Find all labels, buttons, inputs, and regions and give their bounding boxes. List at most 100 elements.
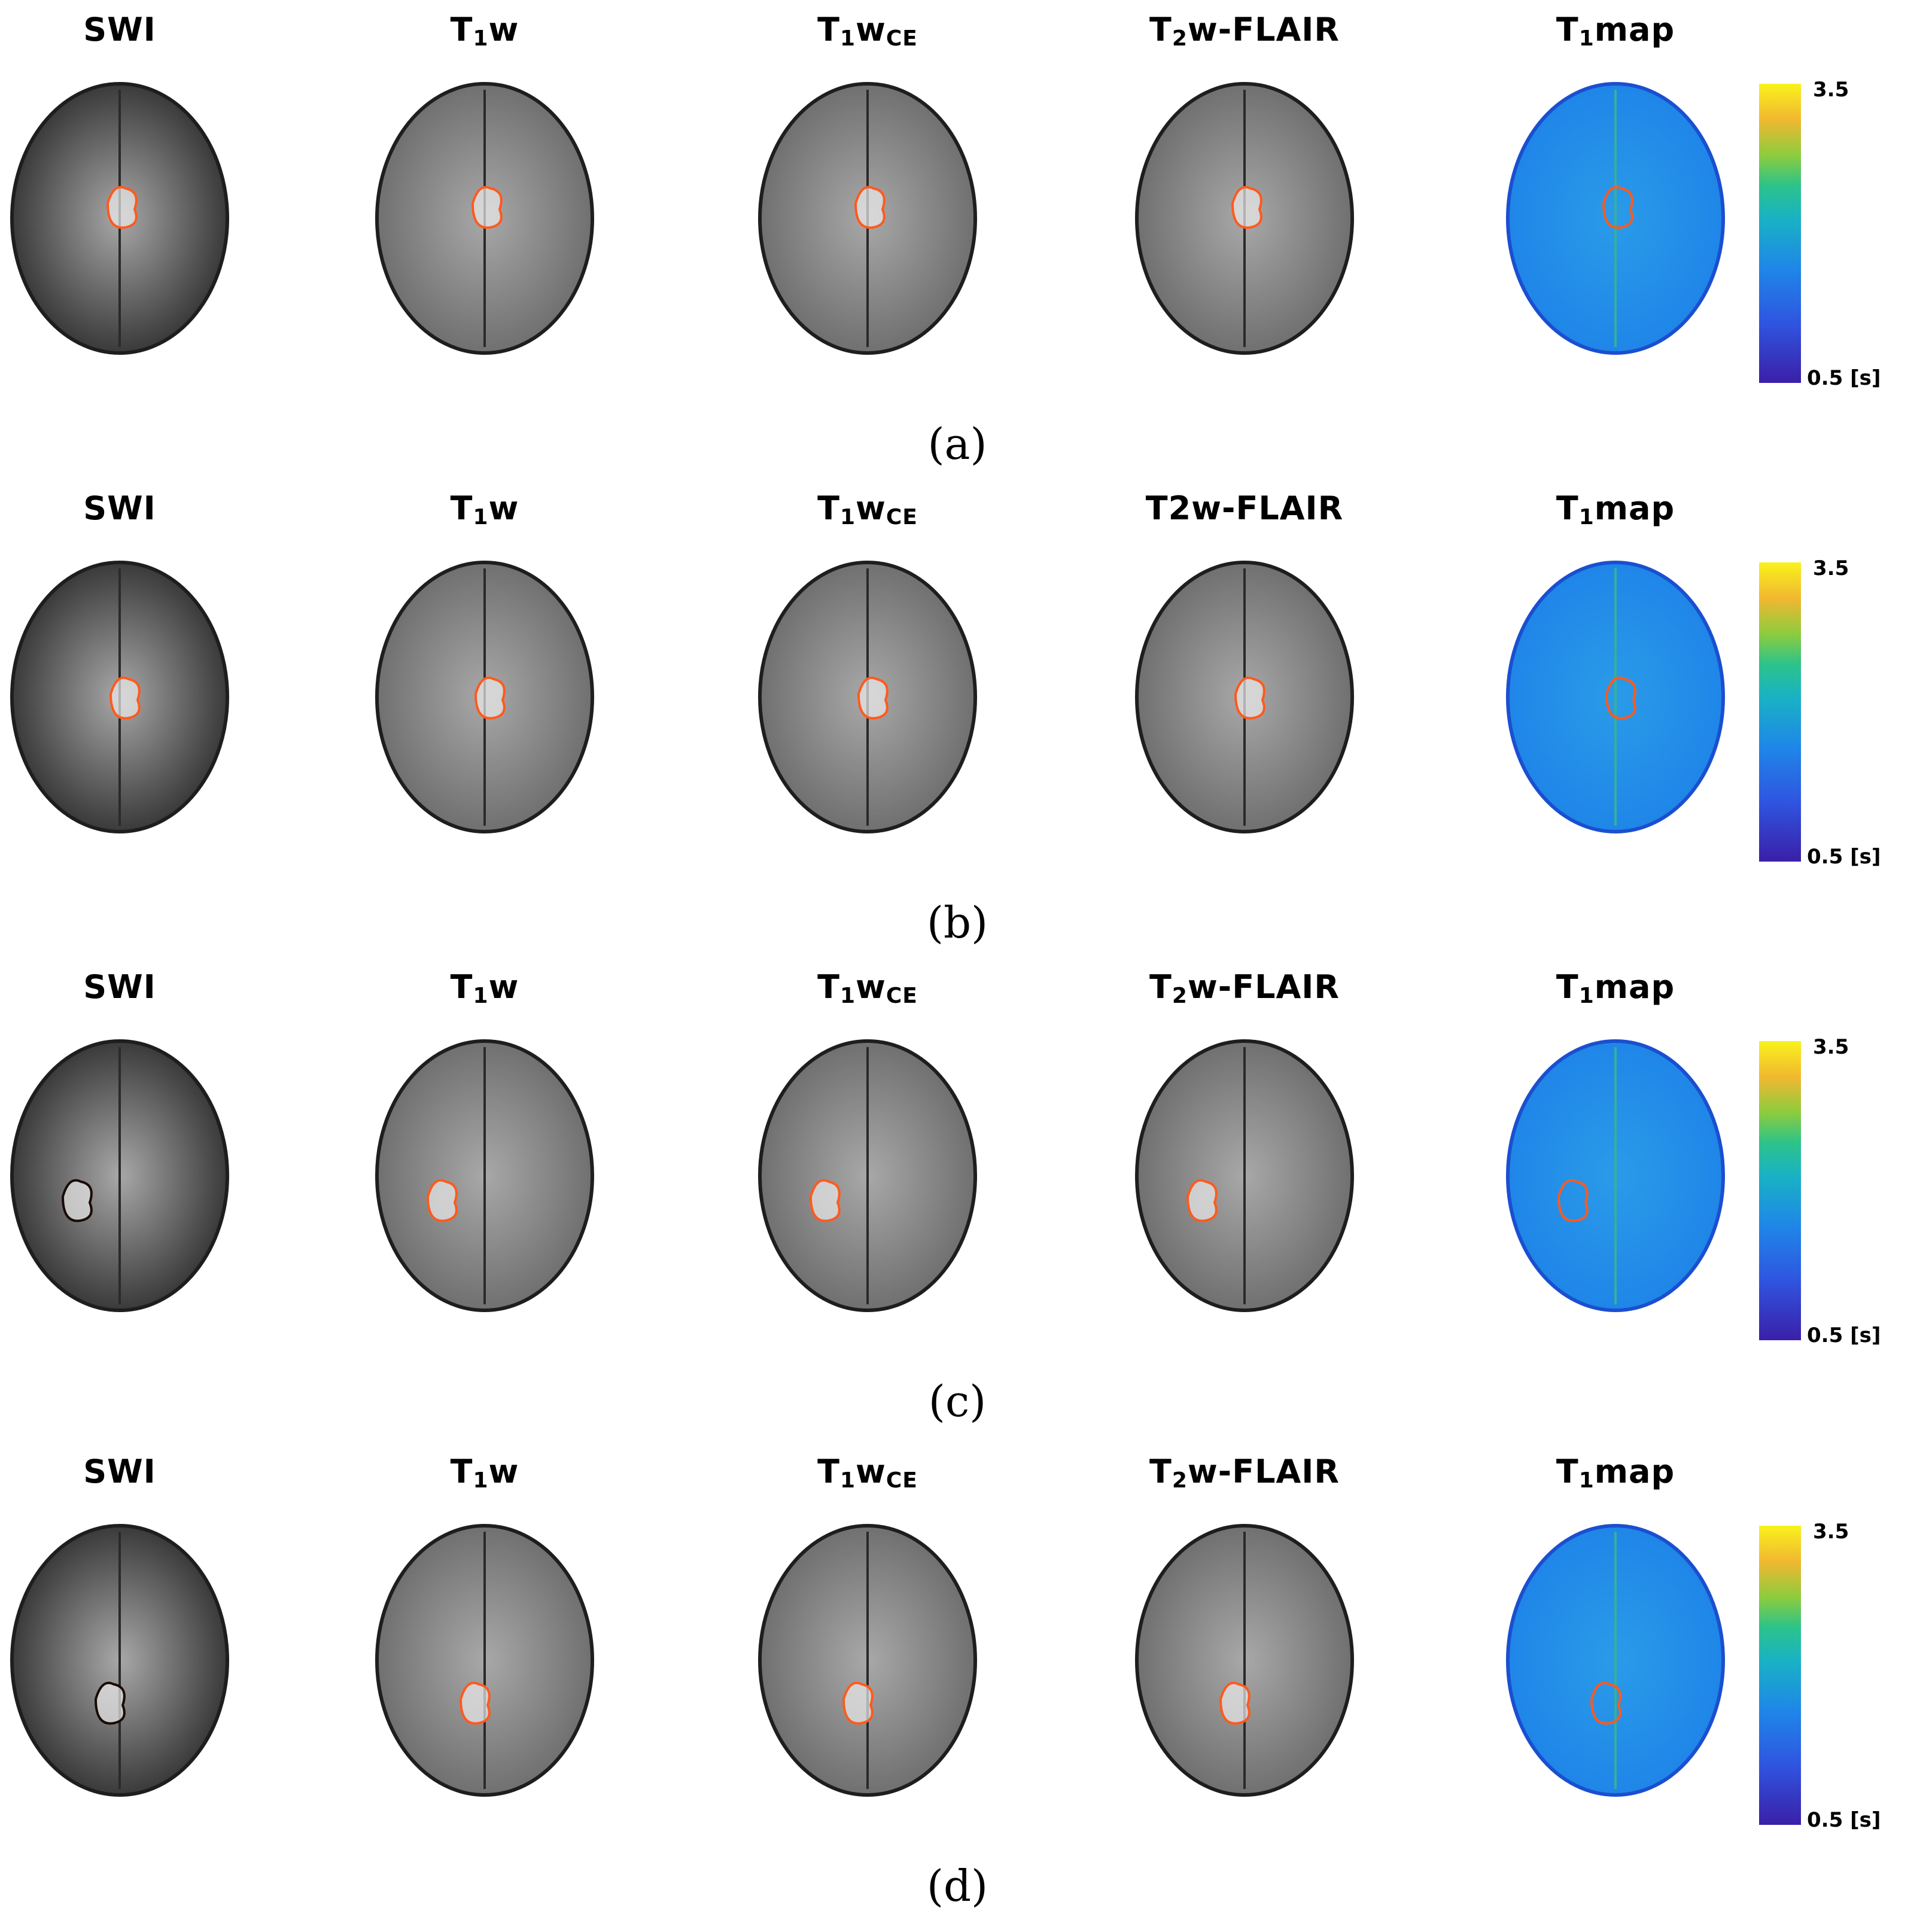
colorbar-max-label: 3.5 xyxy=(1813,1520,1849,1544)
t1-map-image xyxy=(1506,1039,1725,1312)
title-subscript-ce: CE xyxy=(886,505,918,530)
title-main: T xyxy=(1556,968,1579,1006)
title-subscript: 1 xyxy=(1578,26,1595,51)
title-main: T xyxy=(1149,1453,1172,1490)
image-panel: T1map 3.5 0.5 [s] xyxy=(1496,957,1881,1430)
title-subscript: 1 xyxy=(473,984,489,1008)
image-panel: T1w xyxy=(365,0,724,473)
title-subscript: 1 xyxy=(839,505,856,530)
mri-slice-image xyxy=(758,561,977,833)
lesion-contour xyxy=(809,1179,841,1222)
lesion-contour xyxy=(1602,185,1633,229)
colorbar-max-label: 3.5 xyxy=(1813,1035,1849,1059)
figure-row: SWI T1w T1wCE T2w-FLAIR T1map 3.5 0.5 [s] (d) xyxy=(0,1442,1932,1915)
sequence-title: T1w xyxy=(365,489,604,530)
title-main: T xyxy=(1556,1453,1579,1490)
title-main: T xyxy=(817,1453,840,1490)
lesion-contour xyxy=(426,1179,458,1222)
image-panel: T1wCE xyxy=(748,479,1107,951)
title-tail: w-FLAIR xyxy=(1187,11,1340,48)
title-main: T xyxy=(817,11,840,48)
t1-map-image xyxy=(1506,1524,1725,1797)
mri-slice-image xyxy=(375,1039,594,1312)
title-subscript: 2 xyxy=(1172,26,1188,51)
sequence-title: T2w-FLAIR xyxy=(1125,489,1364,527)
sequence-title: SWI xyxy=(0,489,239,527)
title-tail: w xyxy=(488,11,519,48)
title-main: T xyxy=(450,489,473,527)
sequence-title: T1map xyxy=(1496,968,1735,1008)
title-subscript: 1 xyxy=(839,984,856,1008)
title-tail: map xyxy=(1594,11,1675,48)
panel-label: (d) xyxy=(926,1861,988,1911)
title-tail: w xyxy=(856,1453,886,1490)
image-panel: T1w xyxy=(365,957,724,1430)
sequence-title: SWI xyxy=(0,968,239,1006)
panel-label: (c) xyxy=(928,1376,987,1426)
colorbar-min-label: 0.5 [s] xyxy=(1807,366,1881,390)
lesion-contour xyxy=(1590,1681,1621,1725)
sequence-title: SWI xyxy=(0,11,239,48)
lesion-contour xyxy=(1557,1179,1589,1222)
title-main: T xyxy=(450,1453,473,1490)
title-subscript: 1 xyxy=(473,505,489,530)
title-subscript: 1 xyxy=(839,26,856,51)
sequence-title: T2w-FLAIR xyxy=(1125,1453,1364,1493)
lesion-contour xyxy=(94,1681,126,1725)
figure-row: SWI T1w T1wCE T2w-FLAIR T1map 3.5 0.5 [s] (c) xyxy=(0,957,1932,1430)
image-panel: SWI xyxy=(0,479,359,951)
image-panel: T1map 3.5 0.5 [s] xyxy=(1496,0,1881,473)
title-main: T2w-FLAIR xyxy=(1145,489,1344,527)
t1-map-image xyxy=(1506,82,1725,355)
title-main: T xyxy=(1556,11,1579,48)
title-subscript: 2 xyxy=(1172,1468,1188,1493)
lesion-contour xyxy=(61,1179,93,1222)
mri-slice-image xyxy=(758,1039,977,1312)
sequence-title: T2w-FLAIR xyxy=(1125,968,1364,1008)
sequence-title: T1w xyxy=(365,1453,604,1493)
image-panel: T2w-FLAIR xyxy=(1125,0,1484,473)
figure-row: SWI T1w T1wCE T2w-FLAIR T1map 3.5 0.5 [s] (a) xyxy=(0,0,1932,473)
panel-label: (b) xyxy=(926,897,988,948)
lesion-contour xyxy=(106,185,138,229)
title-main: SWI xyxy=(83,968,156,1006)
colorbar-min-label: 0.5 [s] xyxy=(1807,1808,1881,1832)
title-main: SWI xyxy=(83,1453,156,1490)
colorbar-min-label: 0.5 [s] xyxy=(1807,1323,1881,1347)
lesion-contour xyxy=(1186,1179,1218,1222)
lesion-contour xyxy=(857,676,889,720)
mri-slice-image xyxy=(1135,82,1354,355)
title-tail: w xyxy=(488,489,519,527)
sequence-title: T1wCE xyxy=(748,11,987,51)
sequence-title: T1map xyxy=(1496,11,1735,51)
sequence-title: T2w-FLAIR xyxy=(1125,11,1364,51)
title-subscript: 1 xyxy=(473,1468,489,1493)
lesion-contour xyxy=(474,676,506,720)
figure-row: SWI T1w T1wCE T2w-FLAIR T1map 3.5 0.5 [s] (b) xyxy=(0,479,1932,951)
mri-slice-image xyxy=(758,1524,977,1797)
lesion-contour xyxy=(459,1681,491,1725)
colorbar xyxy=(1759,562,1801,862)
image-panel: T2w-FLAIR xyxy=(1125,479,1484,951)
colorbar xyxy=(1759,84,1801,383)
image-panel: T1map 3.5 0.5 [s] xyxy=(1496,1442,1881,1915)
title-subscript-ce: CE xyxy=(886,26,918,51)
title-main: T xyxy=(1149,968,1172,1006)
sequence-title: T1w xyxy=(365,11,604,51)
lesion-contour xyxy=(1219,1681,1251,1725)
mri-slice-image xyxy=(375,561,594,833)
image-panel: T1wCE xyxy=(748,0,1107,473)
panel-label: (a) xyxy=(927,419,987,469)
colorbar-max-label: 3.5 xyxy=(1813,78,1849,102)
lesion-contour xyxy=(471,185,503,229)
image-panel: SWI xyxy=(0,1442,359,1915)
title-tail: w-FLAIR xyxy=(1187,1453,1340,1490)
title-subscript: 1 xyxy=(1578,505,1595,530)
title-subscript-ce: CE xyxy=(886,984,918,1008)
title-tail: map xyxy=(1594,968,1675,1006)
title-main: T xyxy=(450,11,473,48)
title-subscript: 1 xyxy=(473,26,489,51)
mri-slice-image xyxy=(1135,1524,1354,1797)
title-main: T xyxy=(817,489,840,527)
title-tail: w xyxy=(856,11,886,48)
